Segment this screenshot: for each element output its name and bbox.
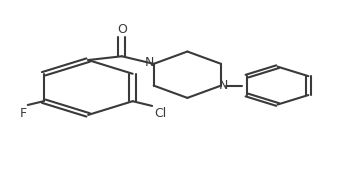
Text: Cl: Cl — [154, 108, 166, 120]
Text: N: N — [219, 79, 228, 92]
Text: O: O — [117, 23, 127, 36]
Text: F: F — [20, 107, 27, 119]
Text: N: N — [145, 56, 154, 69]
